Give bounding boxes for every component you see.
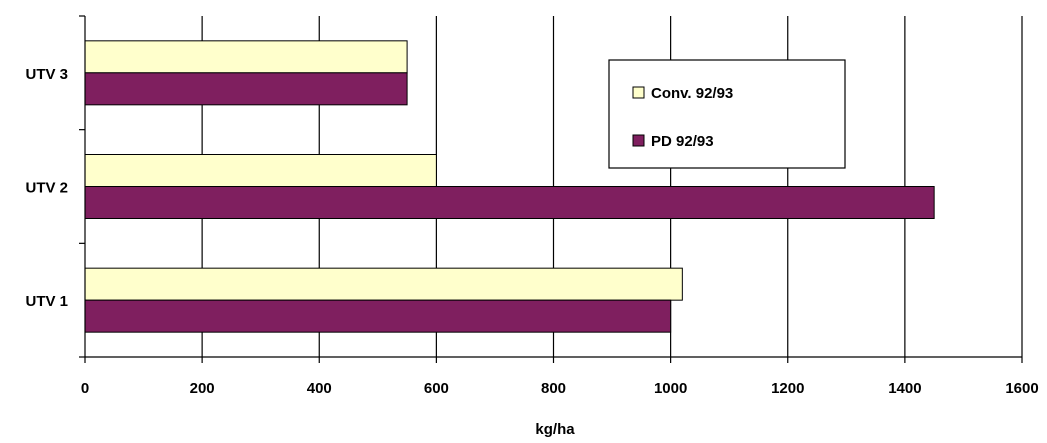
bar <box>84 186 935 219</box>
legend-swatch <box>632 134 645 147</box>
legend-box <box>608 59 846 169</box>
x-tick-label: 0 <box>81 380 89 397</box>
bar <box>84 154 437 187</box>
legend-swatch <box>632 86 645 99</box>
x-tick-label: 1400 <box>888 380 921 397</box>
x-tick-label: 1200 <box>771 380 804 397</box>
x-tick-labels: 0 200 400 600 800 1000 1200 1400 1600 <box>81 380 1039 397</box>
x-tick-label: 400 <box>307 380 332 397</box>
x-tick-label: 800 <box>541 380 566 397</box>
x-axis-title: kg/ha <box>535 421 575 438</box>
y-tick-labels: UTV 1 UTV 2 UTV 3 <box>25 66 68 310</box>
bars <box>84 40 935 333</box>
bar <box>84 40 408 74</box>
x-tick-label: 1600 <box>1005 380 1038 397</box>
x-tick-label: 1000 <box>654 380 687 397</box>
legend-label: Conv. 92/93 <box>651 85 733 102</box>
x-tick-label: 200 <box>190 380 215 397</box>
bar <box>84 299 672 333</box>
y-tick-label: UTV 1 <box>25 293 68 310</box>
y-tick-label: UTV 2 <box>25 180 68 197</box>
bar <box>84 72 408 106</box>
legend-label: PD 92/93 <box>651 133 714 150</box>
legend: Conv. 92/93 PD 92/93 <box>608 59 846 169</box>
bar <box>84 267 683 301</box>
axes <box>79 15 1023 363</box>
y-tick-label: UTV 3 <box>25 66 68 83</box>
x-tick-label: 600 <box>424 380 449 397</box>
